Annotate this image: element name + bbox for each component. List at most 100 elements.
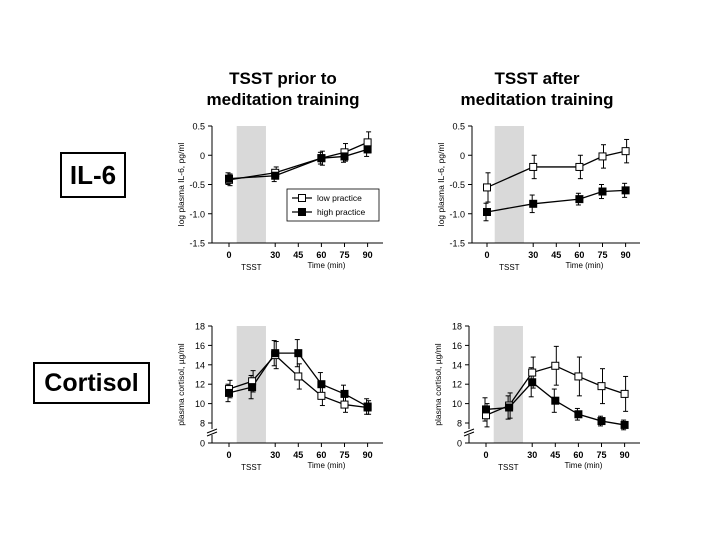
point-high-practice [621,186,630,195]
row-label-il6: IL-6 [60,152,126,198]
tsst-shade [494,126,524,243]
y-tick-label: -0.5 [449,180,465,190]
y-tick-label: 10 [452,399,462,409]
y-axis-label: plasma cortisol, µg/ml [176,343,186,425]
tsst-shade [493,326,523,443]
y-tick-label: 0 [200,439,205,449]
point-high-practice [528,378,537,387]
x-tick-label: 45 [293,250,303,260]
point-high-practice [363,402,372,411]
x-tick-label: 90 [621,250,631,260]
point-high-practice [575,195,584,204]
y-tick-label: 8 [200,419,205,429]
y-tick-label: 14 [195,360,205,370]
axis-break-gap [207,429,217,435]
x-tick-label: 90 [620,450,630,460]
point-high-practice [271,171,280,180]
x-tick-label: 90 [363,250,373,260]
point-low-practice [483,183,491,192]
y-tick-label: 16 [452,341,462,351]
axis-break-mark [463,428,475,434]
point-low-practice [597,382,606,391]
tsst-label: TSST [498,463,519,472]
x-axis-label: Time (min) [307,261,345,270]
y-tick-label: 16 [195,341,205,351]
x-tick-label: 75 [596,450,606,460]
y-tick-label: 12 [452,380,462,390]
x-tick-label: 0 [226,450,231,460]
y-tick-label: -0.5 [189,180,205,190]
point-high-practice [271,349,280,358]
column-title-right-line2: meditation training [460,90,614,109]
legend-marker-low-practice [298,194,306,202]
point-low-practice [294,372,303,381]
row-label-cortisol: Cortisol [33,362,150,404]
point-high-practice [482,405,490,414]
x-tick-label: 0 [226,250,231,260]
axis-break-mark [463,431,475,437]
x-tick-label: 30 [527,450,537,460]
x-tick-label: 45 [550,450,560,460]
x-tick-label: 0 [484,250,489,260]
point-high-practice [363,145,372,154]
point-high-practice [505,403,514,412]
point-high-practice [225,174,233,183]
y-tick-label: 14 [452,360,462,370]
y-tick-label: -1.0 [189,209,205,219]
x-tick-label: 30 [270,450,280,460]
x-tick-label: 60 [574,250,584,260]
tsst-label: TSST [241,463,262,472]
chart-cortisol_after: 8 10 12 14 16 18 0 0 30 45 60 75 90 TSST Time (min) pla… [433,322,640,472]
point-low-practice [598,152,607,161]
point-high-practice [529,199,538,208]
column-title-left-line1: TSST prior to [229,69,337,88]
point-high-practice [248,383,257,392]
legend-label-high-practice: high practice [317,207,365,217]
y-tick-label: 12 [195,380,205,390]
x-axis-label: Time (min) [564,461,602,470]
point-high-practice [340,389,349,398]
column-title-left: TSST prior to meditation training [183,68,383,110]
y-tick-label: 0.5 [452,122,465,132]
point-high-practice [340,152,349,161]
point-low-practice [317,391,326,400]
point-low-practice [340,400,349,409]
y-tick-label: 8 [457,419,462,429]
point-high-practice [294,349,303,358]
x-tick-label: 60 [316,250,326,260]
legend-label-low-practice: low practice [317,193,362,203]
chart-il6_prior: -1.5 -1.0 -0.5 0 0.5 0 30 45 60 75 90 TSST Time (min… [176,122,383,272]
point-low-practice [575,162,584,171]
point-low-practice [529,162,538,171]
column-title-right-line1: TSST after [494,69,580,88]
x-axis-label: Time (min) [565,261,603,270]
y-axis-label: plasma cortisol, µg/ml [433,343,443,425]
x-axis-label: Time (min) [307,461,345,470]
column-title-left-line2: meditation training [206,90,360,109]
tsst-shade [236,126,266,243]
x-tick-label: 75 [339,250,349,260]
point-high-practice [317,154,326,163]
y-tick-label: -1.0 [449,209,465,219]
x-tick-label: 45 [551,250,561,260]
x-tick-label: 30 [528,250,538,260]
point-high-practice [597,417,606,426]
tsst-label: TSST [241,263,262,272]
axis-break-mark [206,428,218,434]
y-tick-label: 18 [195,322,205,332]
point-low-practice [551,361,560,370]
point-high-practice [225,388,233,397]
y-axis-label: log plasma IL-6, pg/ml [436,143,446,227]
point-high-practice [551,396,560,405]
x-tick-label: 75 [339,450,349,460]
y-tick-label: 0 [200,151,205,161]
y-tick-label: 10 [195,399,205,409]
x-tick-label: 45 [293,450,303,460]
x-tick-label: 30 [270,250,280,260]
point-low-practice [528,368,537,377]
point-high-practice [620,420,629,429]
point-high-practice [317,380,326,389]
x-tick-label: 0 [483,450,488,460]
point-low-practice [574,372,583,381]
